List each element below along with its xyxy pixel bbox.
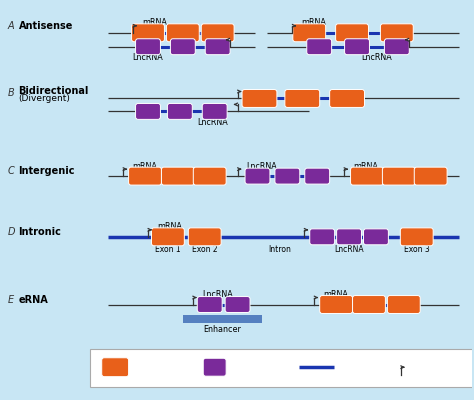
Text: Bidirectional: Bidirectional [18, 86, 89, 96]
Text: C: C [8, 166, 14, 176]
Text: Transcription: Transcription [411, 358, 461, 367]
Text: LncRNA: LncRNA [334, 245, 364, 254]
Text: (Coding gene): (Coding gene) [127, 366, 181, 375]
Text: E: E [8, 294, 14, 304]
FancyBboxPatch shape [242, 90, 277, 108]
FancyBboxPatch shape [203, 358, 226, 376]
FancyBboxPatch shape [353, 296, 385, 314]
Text: D: D [8, 227, 15, 237]
FancyBboxPatch shape [136, 39, 160, 55]
FancyBboxPatch shape [275, 168, 300, 184]
FancyBboxPatch shape [188, 228, 221, 246]
FancyBboxPatch shape [401, 228, 433, 246]
Bar [90, 349, 474, 387]
Text: (Divergent): (Divergent) [18, 94, 71, 103]
Text: mRNA: mRNA [132, 162, 157, 171]
Text: LncRNA: LncRNA [133, 53, 164, 62]
FancyBboxPatch shape [364, 229, 388, 245]
FancyBboxPatch shape [170, 39, 195, 55]
Text: Intergenic: Intergenic [18, 166, 75, 176]
FancyBboxPatch shape [102, 358, 128, 377]
FancyBboxPatch shape [162, 167, 194, 185]
FancyBboxPatch shape [351, 167, 383, 185]
FancyBboxPatch shape [152, 228, 184, 246]
Text: Exons: Exons [226, 358, 251, 367]
FancyBboxPatch shape [245, 168, 270, 184]
FancyBboxPatch shape [285, 90, 319, 108]
Text: mRNA: mRNA [157, 222, 182, 231]
Text: mRNA: mRNA [142, 18, 167, 27]
Text: Exon 2: Exon 2 [192, 245, 218, 254]
FancyBboxPatch shape [183, 316, 263, 324]
Text: B: B [8, 88, 14, 98]
FancyBboxPatch shape [387, 296, 420, 314]
FancyBboxPatch shape [414, 167, 447, 185]
Text: mRNA: mRNA [323, 290, 348, 299]
Text: (lncRNA): (lncRNA) [226, 366, 259, 375]
Text: LncRNA: LncRNA [246, 162, 277, 171]
FancyBboxPatch shape [305, 168, 329, 184]
FancyBboxPatch shape [319, 296, 353, 314]
Text: Antisense: Antisense [18, 21, 73, 31]
Text: mRNA: mRNA [301, 18, 326, 27]
Text: Exons: Exons [127, 358, 152, 367]
FancyBboxPatch shape [337, 229, 362, 245]
FancyBboxPatch shape [166, 24, 199, 42]
Text: mRNA: mRNA [353, 162, 378, 171]
Text: eRNA: eRNA [18, 294, 48, 304]
FancyBboxPatch shape [136, 104, 160, 119]
Text: LncRNA: LncRNA [362, 53, 392, 62]
Text: Enhancer: Enhancer [204, 325, 242, 334]
FancyBboxPatch shape [384, 39, 409, 55]
FancyBboxPatch shape [197, 296, 222, 312]
FancyBboxPatch shape [383, 167, 415, 185]
Text: LncRNA: LncRNA [202, 290, 233, 299]
FancyBboxPatch shape [201, 24, 234, 42]
FancyBboxPatch shape [202, 104, 227, 119]
Text: Exon 3: Exon 3 [404, 245, 429, 254]
Text: A: A [8, 21, 14, 31]
Text: LncRNA: LncRNA [197, 118, 228, 127]
Text: start site: start site [411, 366, 446, 375]
FancyBboxPatch shape [128, 167, 162, 185]
FancyBboxPatch shape [167, 104, 192, 119]
FancyBboxPatch shape [381, 24, 413, 42]
FancyBboxPatch shape [336, 24, 368, 42]
Text: Introns: Introns [339, 363, 368, 372]
FancyBboxPatch shape [293, 24, 326, 42]
FancyBboxPatch shape [307, 39, 332, 55]
FancyBboxPatch shape [193, 167, 226, 185]
FancyBboxPatch shape [310, 229, 335, 245]
FancyBboxPatch shape [132, 24, 164, 42]
FancyBboxPatch shape [225, 296, 250, 312]
FancyBboxPatch shape [329, 90, 365, 108]
Text: Exon 1: Exon 1 [155, 245, 181, 254]
FancyBboxPatch shape [345, 39, 369, 55]
Text: Intronic: Intronic [18, 227, 62, 237]
FancyBboxPatch shape [205, 39, 230, 55]
Text: Intron: Intron [268, 245, 291, 254]
